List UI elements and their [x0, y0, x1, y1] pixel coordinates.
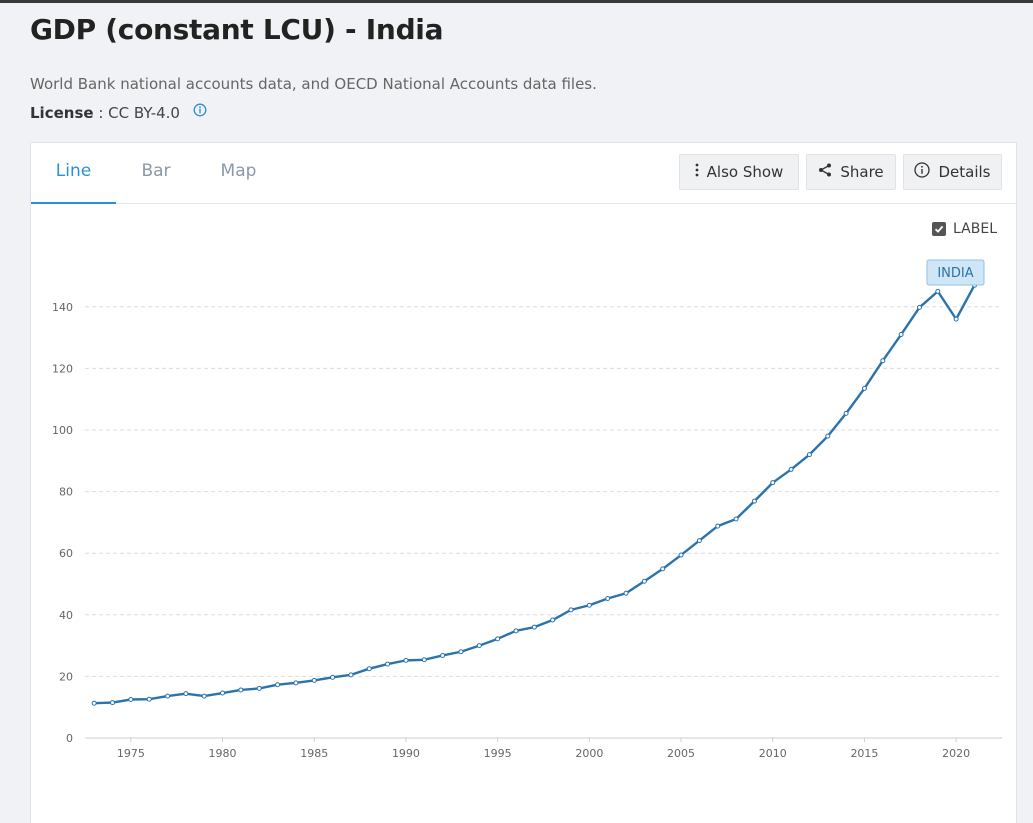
data-point: [531, 624, 537, 630]
y-tick-label: 60: [59, 547, 73, 560]
data-point: [311, 677, 317, 683]
x-tick-label: 2005: [667, 747, 695, 760]
tab-map[interactable]: Map: [220, 161, 257, 181]
data-point: [201, 693, 207, 699]
data-point: [293, 680, 299, 686]
tab-bar: Line Bar Map Also Show Share Details: [31, 143, 1016, 204]
page-title: GDP (constant LCU) - India: [30, 13, 444, 46]
checkbox-checked-icon[interactable]: [932, 222, 947, 236]
data-point: [568, 607, 574, 613]
data-point: [165, 693, 171, 699]
data-point: [843, 410, 849, 416]
y-tick-label: 120: [52, 362, 73, 375]
share-icon: [818, 163, 832, 181]
data-point: [238, 687, 244, 693]
data-point: [623, 590, 629, 596]
y-tick-label: 0: [66, 732, 73, 745]
data-point: [275, 682, 281, 688]
x-tick-label: 2020: [942, 747, 970, 760]
y-tick-label: 40: [59, 609, 73, 622]
data-point: [183, 691, 189, 697]
source-note: World Bank national accounts data, and O…: [30, 75, 597, 93]
x-tick-label: 1995: [484, 747, 512, 760]
data-point: [733, 516, 739, 522]
license-separator: :: [93, 104, 109, 122]
data-point: [366, 666, 372, 672]
line-chart: 0 20 40 60 80 100 120 140 1975 1980 1985 1990 1995 20…: [52, 259, 1002, 760]
x-tick-label: 2015: [850, 747, 878, 760]
data-point: [348, 672, 354, 678]
data-point: [385, 661, 391, 667]
x-tick-label: 1975: [117, 747, 145, 760]
info-circle-icon: [914, 162, 931, 182]
series-label: INDIA: [937, 266, 973, 281]
x-tick-label: 2000: [575, 747, 603, 760]
data-point: [770, 480, 776, 486]
license-value: CC BY-4.0: [108, 104, 180, 122]
tab-bar-chart[interactable]: Bar: [141, 161, 171, 181]
data-point: [898, 332, 904, 338]
data-point: [696, 538, 702, 544]
details-button[interactable]: Details: [903, 154, 1002, 190]
y-tick-label: 20: [59, 670, 73, 683]
data-point: [256, 685, 262, 691]
x-tick-label: 2010: [759, 747, 787, 760]
data-point: [476, 643, 482, 649]
data-point: [220, 690, 226, 696]
data-point: [330, 674, 336, 680]
also-show-button[interactable]: Also Show: [679, 154, 799, 190]
tab-line[interactable]: Line: [31, 143, 116, 204]
data-point: [128, 697, 134, 702]
data-point: [513, 628, 519, 634]
data-point: [788, 466, 794, 472]
x-tick-label: 1985: [300, 747, 328, 760]
data-point: [715, 523, 721, 529]
y-tick-label: 80: [59, 486, 73, 499]
data-point: [458, 649, 464, 655]
series-line: [94, 284, 976, 705]
data-point: [953, 316, 959, 322]
label-toggle-text: LABEL: [953, 221, 997, 237]
data-point: [110, 700, 116, 706]
details-label: Details: [938, 163, 991, 181]
share-button[interactable]: Share: [806, 154, 896, 190]
data-point: [586, 602, 592, 608]
data-point: [751, 498, 757, 504]
label-toggle[interactable]: LABEL: [932, 221, 997, 237]
data-point: [91, 700, 97, 706]
data-point: [495, 636, 501, 642]
data-point: [861, 385, 867, 391]
license-line: License : CC BY-4.0: [30, 103, 207, 122]
y-tick-label: 140: [52, 301, 73, 314]
series-label-box: [926, 259, 985, 286]
data-point: [825, 433, 831, 439]
data-point: [440, 652, 446, 658]
chart-card: Line Bar Map Also Show Share Details LAB…: [30, 142, 1017, 823]
license-label: License: [30, 104, 94, 122]
data-point: [550, 617, 556, 623]
info-icon[interactable]: [193, 103, 207, 121]
data-point: [678, 552, 684, 558]
data-point: [806, 452, 812, 458]
share-label: Share: [840, 163, 884, 181]
data-point: [880, 358, 886, 364]
data-point: [605, 595, 611, 601]
data-point: [403, 657, 409, 663]
x-tick-label: 1980: [209, 747, 237, 760]
data-point: [660, 566, 666, 572]
data-point: [146, 696, 152, 702]
y-tick-label: 100: [52, 424, 73, 437]
data-point: [421, 657, 427, 663]
more-vertical-icon: [695, 163, 699, 181]
also-show-label: Also Show: [706, 163, 784, 181]
data-point: [916, 304, 922, 310]
data-point: [935, 288, 941, 294]
x-tick-label: 1990: [392, 747, 420, 760]
data-point: [641, 578, 647, 584]
